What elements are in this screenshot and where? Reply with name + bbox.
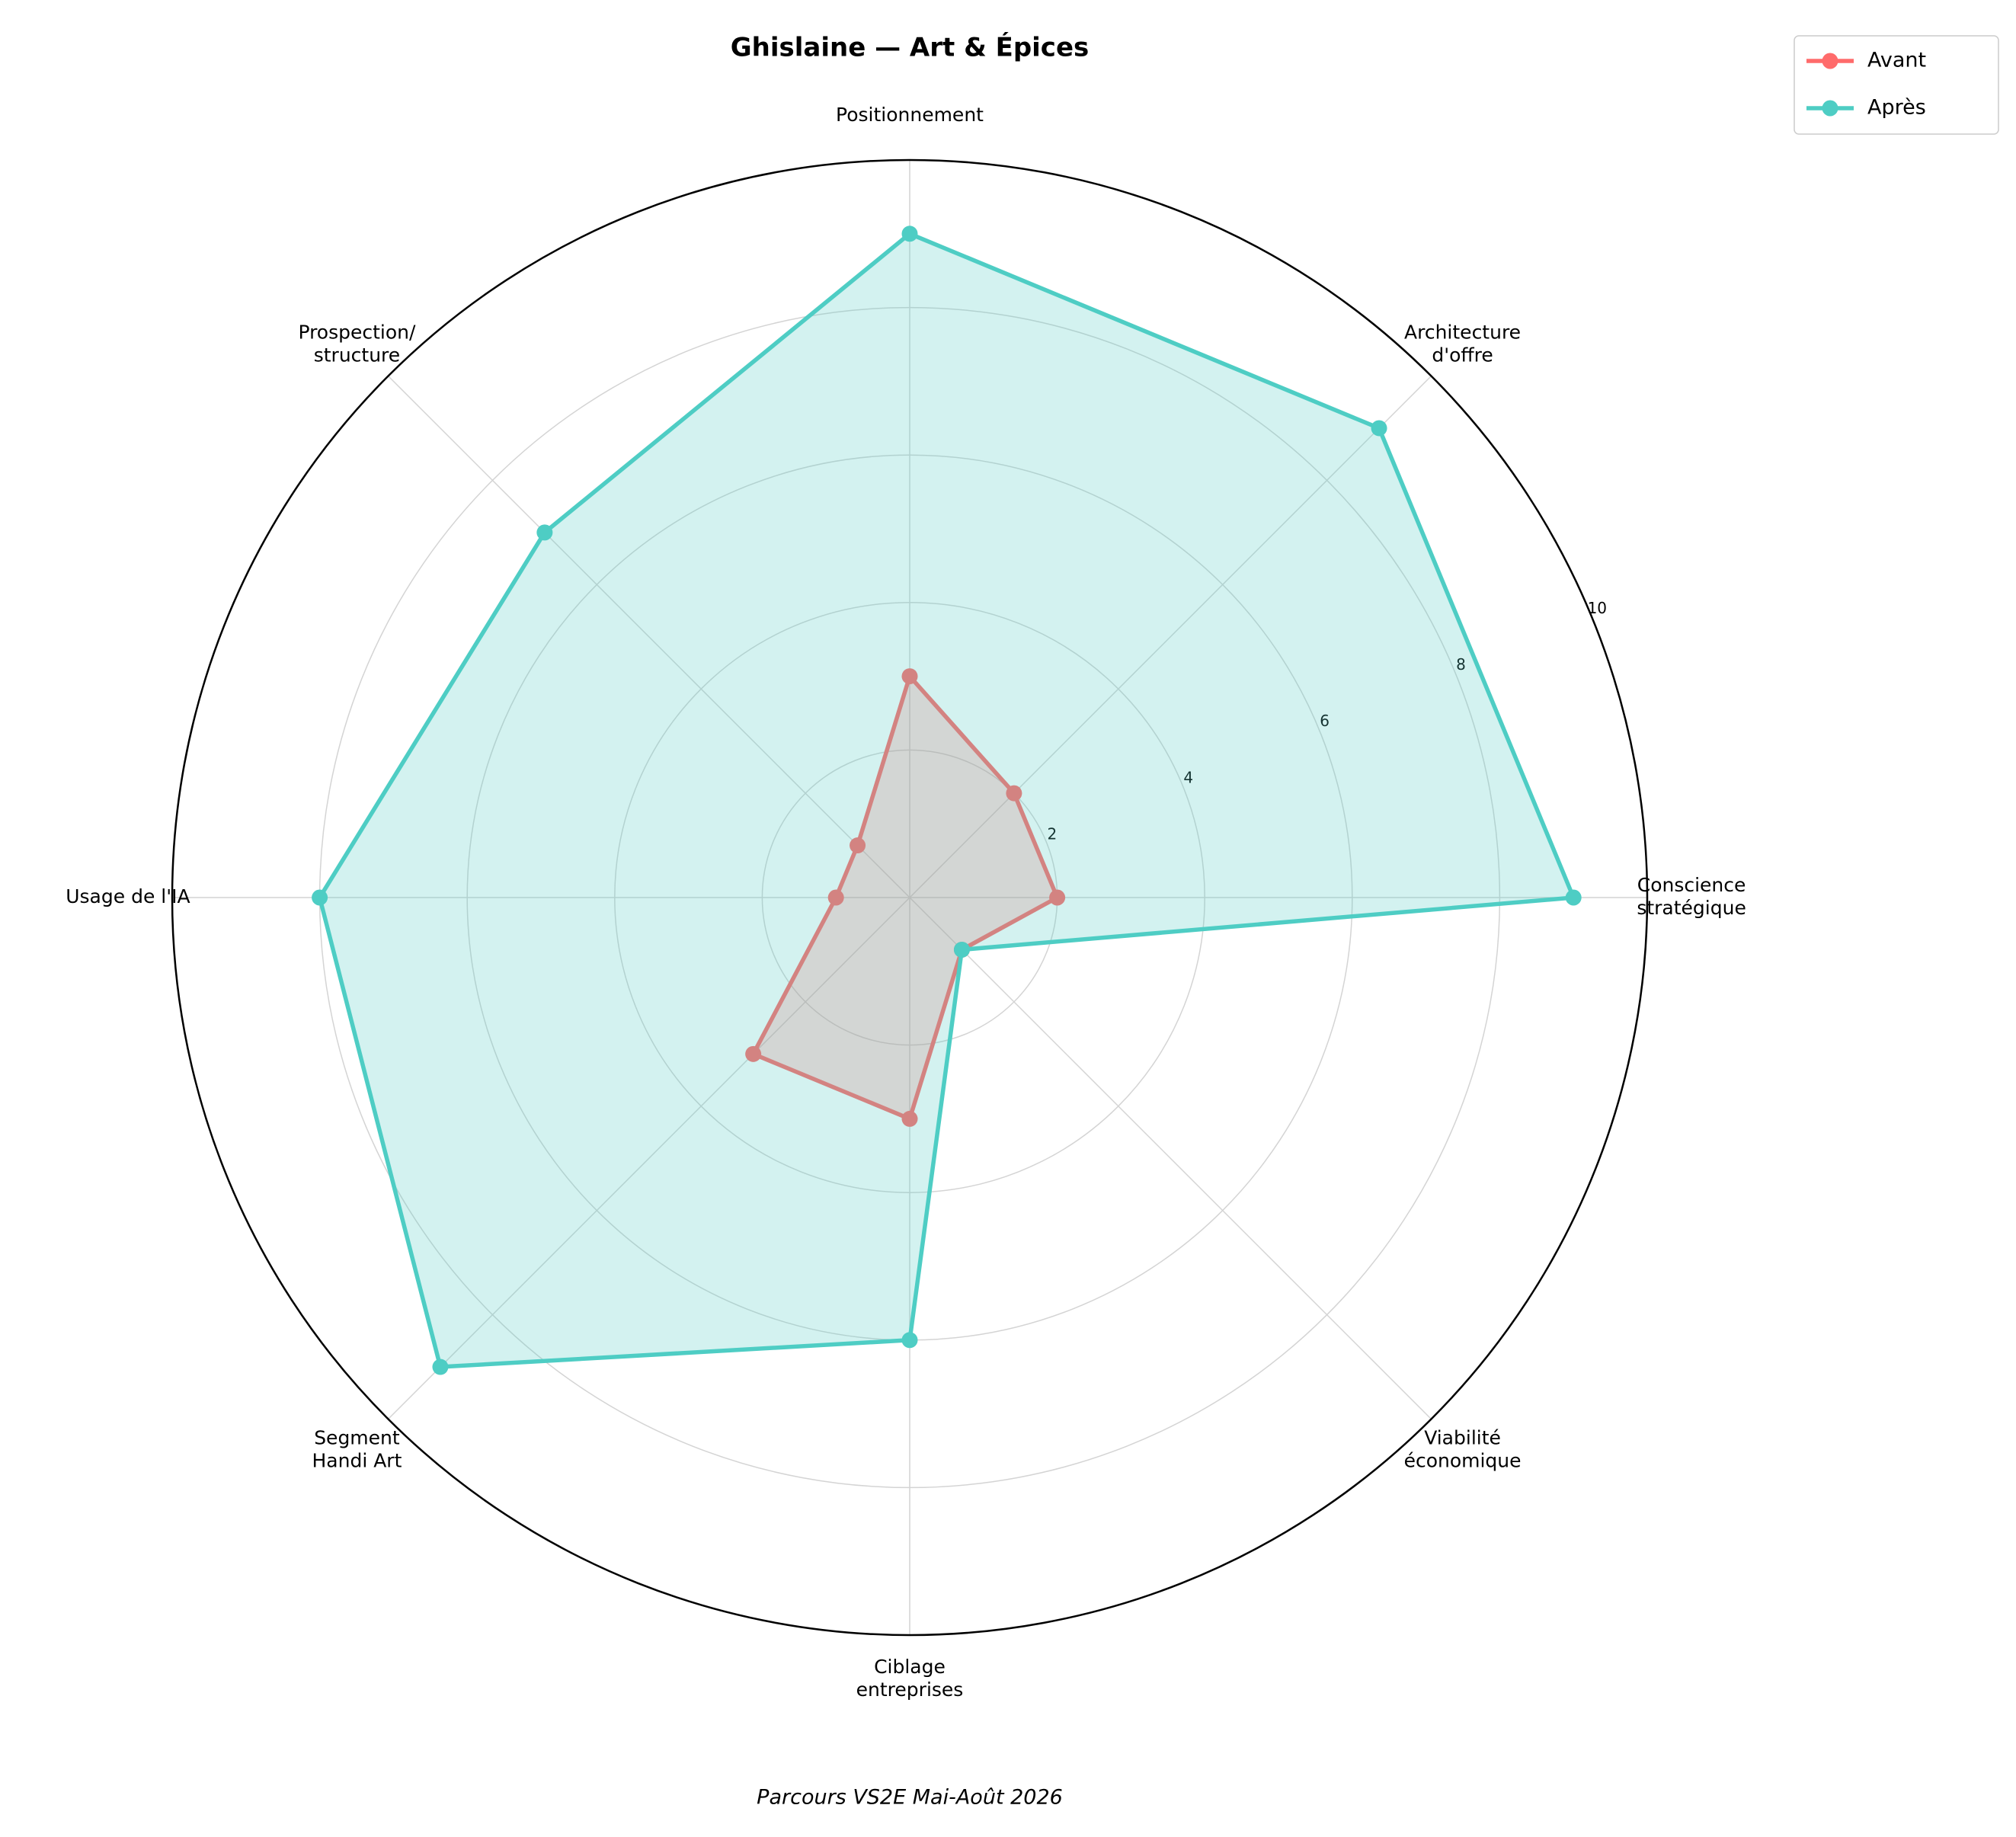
legend-marker bbox=[1822, 53, 1838, 69]
series-point bbox=[536, 524, 553, 541]
legend-label: Après bbox=[1867, 96, 1926, 120]
spoke bbox=[909, 375, 1432, 898]
series-point bbox=[901, 1110, 918, 1127]
series-point bbox=[1006, 785, 1022, 802]
series-point bbox=[827, 889, 844, 906]
r-tick-label: 4 bbox=[1183, 768, 1193, 786]
series-point bbox=[901, 1332, 918, 1349]
legend-label: Avant bbox=[1867, 49, 1926, 72]
category-label: Conscience stratégique bbox=[1637, 874, 1746, 919]
r-tick-label: 2 bbox=[1047, 824, 1057, 843]
category-label: Positionnement bbox=[836, 104, 984, 126]
series-area bbox=[753, 676, 1058, 1119]
series-point bbox=[1565, 889, 1582, 906]
spoke bbox=[909, 897, 1432, 1420]
series-point bbox=[312, 889, 328, 906]
series-point bbox=[850, 837, 866, 854]
r-tick-label: 6 bbox=[1320, 712, 1330, 730]
series-point bbox=[745, 1045, 762, 1062]
legend-marker bbox=[1822, 100, 1838, 117]
spoke bbox=[387, 375, 910, 898]
category-label: Prospection/structure bbox=[298, 321, 416, 366]
series-point bbox=[953, 941, 970, 958]
r-tick-label: 10 bbox=[1588, 599, 1607, 617]
category-label: Segment Handi Art bbox=[312, 1427, 402, 1472]
series-point bbox=[432, 1359, 449, 1375]
category-label: Usage de l'IA bbox=[66, 885, 190, 907]
series-point bbox=[901, 668, 918, 685]
series-point bbox=[901, 226, 918, 242]
grid-ring bbox=[614, 602, 1205, 1193]
category-label: Viabilité économique bbox=[1404, 1427, 1522, 1472]
category-label: Ciblage entreprises bbox=[856, 1656, 964, 1701]
r-tick-label: 8 bbox=[1456, 655, 1466, 674]
spoke bbox=[387, 897, 910, 1420]
series-point bbox=[1371, 420, 1387, 437]
category-label: Architecture d'offre bbox=[1404, 321, 1521, 366]
outer-ring bbox=[171, 158, 1649, 1637]
chart-subtitle: Parcours VS2E Mai-Août 2026 bbox=[757, 1786, 1063, 1810]
series-area bbox=[319, 233, 1574, 1368]
series-point bbox=[1049, 889, 1066, 906]
chart-title: Ghislaine — Art & Épices bbox=[731, 32, 1090, 63]
